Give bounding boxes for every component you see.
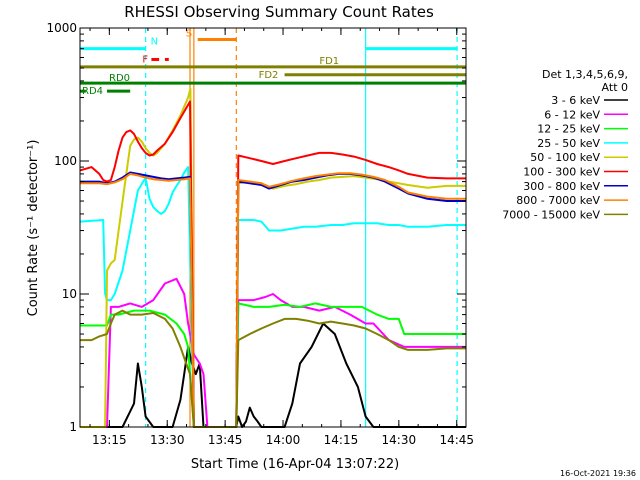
legend-label-1: 6 - 12 keV xyxy=(544,108,600,121)
state-label-rd4: RD4 xyxy=(82,86,103,97)
legend-label-8: 7000 - 15000 keV xyxy=(502,208,600,221)
series-line-1 xyxy=(80,277,466,428)
x-tick-label-2: 13:45 xyxy=(208,433,243,447)
y-tick-label-1: 10 xyxy=(62,287,77,301)
state-label-f: F xyxy=(142,54,148,65)
x-tick-label-3: 14:00 xyxy=(266,433,301,447)
series-line-2 xyxy=(80,302,466,428)
legend-label-7: 800 - 7000 keV xyxy=(516,194,600,207)
chart-title: RHESSI Observing Summary Count Rates xyxy=(124,3,434,21)
legend-label-0: 3 - 6 keV xyxy=(551,94,600,107)
legend-header-0: Det 1,3,4,5,6,9, xyxy=(542,68,628,81)
x-tick-label-6: 14:45 xyxy=(439,433,474,447)
plot-frame xyxy=(79,27,467,428)
legend-label-2: 12 - 25 keV xyxy=(537,123,600,136)
y-tick-label-3: 1000 xyxy=(46,21,77,35)
series-line-7 xyxy=(80,172,466,428)
state-label-s: S xyxy=(186,28,192,39)
series-line-3 xyxy=(79,166,466,428)
series-line-5 xyxy=(79,100,466,428)
y-axis-label: Count Rate (s⁻¹ detector⁻¹) xyxy=(26,140,41,317)
x-tick-label-4: 14:15 xyxy=(324,433,359,447)
legend-label-5: 100 - 300 keV xyxy=(523,166,600,179)
legend-label-3: 25 - 50 keV xyxy=(537,137,600,150)
y-tick-label-2: 100 xyxy=(54,154,77,168)
legend-header-1: Att 0 xyxy=(602,81,628,94)
x-axis-label: Start Time (16-Apr-04 13:07:22) xyxy=(191,457,399,472)
state-label-fd2: FD2 xyxy=(259,70,279,81)
series-line-0 xyxy=(80,322,466,428)
y-axis: 1 10 100 1000 xyxy=(46,21,466,434)
x-tick-label-5: 14:30 xyxy=(382,433,417,447)
series-lines xyxy=(79,87,466,428)
state-label-fd1: FD1 xyxy=(319,56,339,67)
state-bars: N S F FD1 FD2 RD0 RD4 xyxy=(80,28,466,97)
legend-label-6: 300 - 800 keV xyxy=(523,180,600,193)
series-line-4 xyxy=(80,87,466,428)
state-label-n: N xyxy=(151,37,158,48)
series-line-6 xyxy=(80,171,466,428)
x-tick-label-1: 13:30 xyxy=(150,433,185,447)
timestamp: 16-Oct-2021 19:36 xyxy=(560,469,636,478)
state-label-rd0: RD0 xyxy=(109,73,130,84)
legend-label-4: 50 - 100 keV xyxy=(530,151,600,164)
y-tick-label-0: 1 xyxy=(69,420,77,434)
series-line-8 xyxy=(80,309,466,428)
x-axis: 13:15 13:30 13:45 14:00 14:15 14:30 14:45 xyxy=(89,28,474,447)
x-tick-label-0: 13:15 xyxy=(92,433,127,447)
